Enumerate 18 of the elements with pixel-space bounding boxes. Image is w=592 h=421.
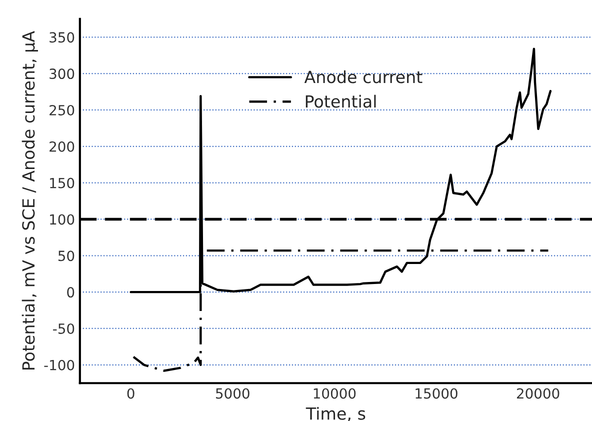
y-tick-label: 200: [50, 141, 74, 152]
x-tick-label: 20000: [516, 388, 560, 399]
legend-label: Anode current: [304, 70, 422, 84]
y-tick-label: 150: [50, 178, 74, 188]
x-tick-label: 10000: [314, 388, 356, 399]
y-tick-label: -100: [44, 360, 74, 370]
y-axis-title: Potential, mV vs SCE / Anode current, μA: [22, 30, 38, 370]
y-tick-label: 250: [50, 104, 74, 116]
y-tick-label: 100: [50, 214, 74, 225]
y-tick-label: -50: [53, 323, 74, 334]
x-tick-label: 0: [127, 388, 134, 399]
legend-label: Potential: [306, 94, 376, 108]
y-tick-label: 0: [67, 287, 74, 298]
y-tick-label: 350: [50, 32, 74, 43]
y-tick-label: 50: [58, 250, 74, 262]
x-tick-label: 5000: [216, 388, 250, 399]
y-tick-label: 300: [50, 68, 74, 80]
x-tick-label: 15000: [416, 388, 458, 399]
